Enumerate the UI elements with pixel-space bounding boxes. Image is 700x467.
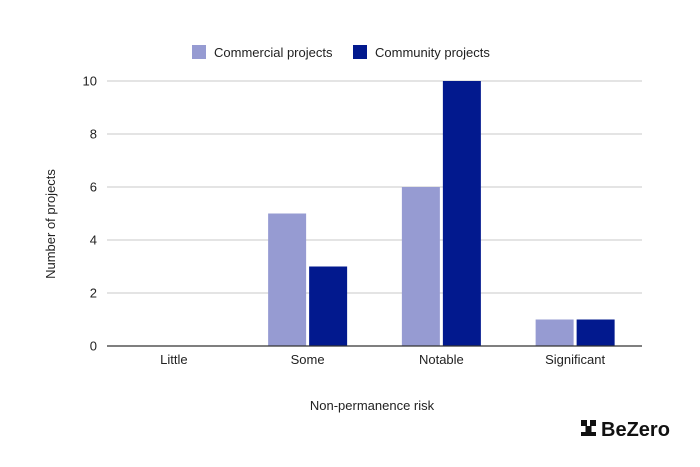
legend-swatch-community: [353, 45, 367, 59]
y-tick-label: 6: [90, 180, 97, 195]
bar-notable-community: [442, 81, 481, 346]
y-tick-label: 2: [90, 286, 97, 301]
y-tick-label: 10: [83, 74, 97, 89]
y-tick-label: 0: [90, 339, 97, 354]
bar-notable-commercial: [401, 187, 440, 346]
x-axis-categories: Little Some Notable Significant: [160, 352, 605, 367]
gridlines: [107, 80, 642, 294]
x-axis-title: Non-permanence risk: [310, 398, 435, 413]
bar-significant-commercial: [535, 319, 574, 346]
legend-label-commercial: Commercial projects: [214, 45, 333, 60]
bar-some-community: [309, 266, 348, 346]
bar-some-commercial: [268, 213, 307, 346]
legend-swatch-commercial: [192, 45, 206, 59]
bezero-logo: BeZero: [581, 419, 670, 441]
y-tick-label: 8: [90, 127, 97, 142]
x-tick-label: Little: [160, 352, 187, 367]
y-tick-label: 4: [90, 233, 97, 248]
y-axis-ticks: 0 2 4 6 8 10: [83, 74, 97, 354]
bezero-logo-text: BeZero: [601, 419, 670, 441]
x-tick-label: Significant: [545, 352, 605, 367]
bar-significant-community: [576, 319, 615, 346]
x-tick-label: Some: [291, 352, 325, 367]
legend: Commercial projects Community projects: [192, 45, 490, 60]
y-axis-title: Number of projects: [43, 169, 58, 279]
bezero-logo-icon: [581, 420, 596, 436]
x-tick-label: Notable: [419, 352, 464, 367]
bars: [268, 81, 615, 346]
legend-label-community: Community projects: [375, 45, 490, 60]
